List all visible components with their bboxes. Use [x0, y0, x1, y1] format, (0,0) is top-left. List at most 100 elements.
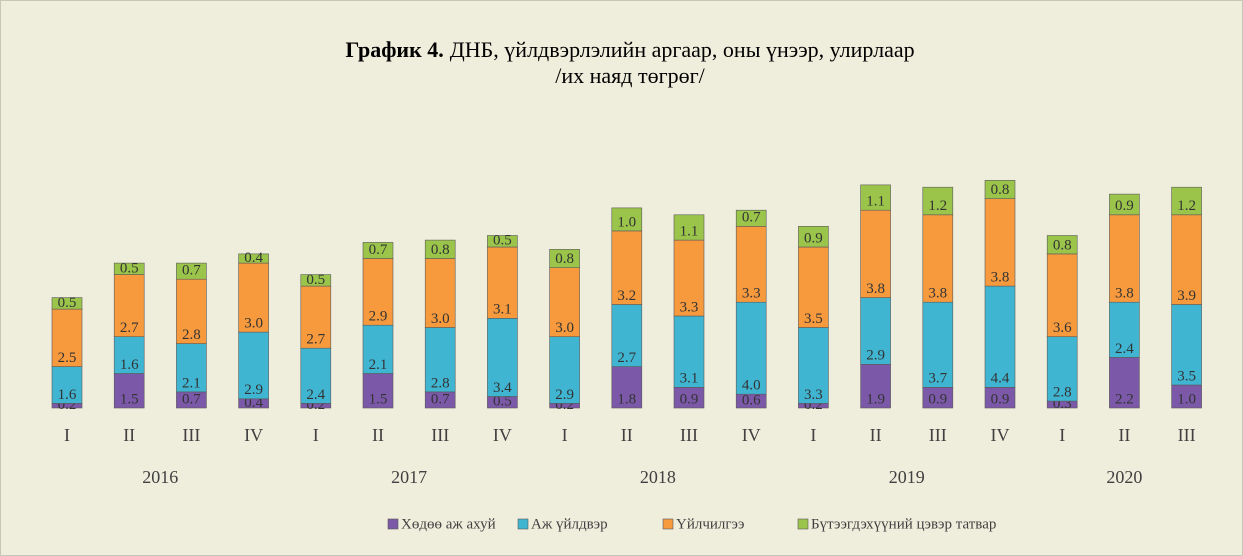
x-tick-label: I [1059, 425, 1065, 445]
data-label: 4.4 [991, 371, 1010, 387]
data-label: 0.9 [928, 391, 947, 407]
data-label: 0.5 [58, 295, 77, 311]
bar-segment [860, 184, 891, 211]
bar-segment [51, 308, 83, 367]
bar-segment [860, 209, 891, 298]
bar-segment [1046, 336, 1078, 402]
bar-segment [362, 324, 394, 374]
data-label: 3.6 [1053, 320, 1072, 336]
bar-segment [113, 262, 145, 275]
data-label: 2.7 [120, 320, 139, 336]
x-group-label: 2016 [142, 467, 178, 487]
data-label: 1.0 [617, 214, 636, 230]
data-label: 1.0 [1177, 391, 1196, 407]
data-label: 0.8 [431, 242, 450, 258]
bar-segment [487, 317, 518, 397]
data-label: 0.6 [742, 393, 761, 409]
bar-segment [673, 214, 705, 241]
x-group-label: 2020 [1106, 467, 1142, 487]
data-label: 2.2 [1115, 391, 1134, 407]
bar-segment [51, 297, 83, 310]
data-label: 2.9 [555, 387, 574, 403]
bar-segment [611, 230, 643, 305]
bar-segment [984, 198, 1016, 287]
data-label: 3.3 [804, 387, 823, 403]
bar-segment [1046, 235, 1078, 255]
x-tick-label: IV [742, 425, 761, 445]
data-label: 0.5 [493, 394, 512, 410]
bar-segment [362, 258, 394, 326]
bar-segment [549, 336, 580, 404]
data-label: 2.5 [58, 350, 77, 366]
data-label: 2.9 [244, 382, 263, 398]
data-label: 3.4 [493, 380, 512, 396]
data-label: 0.9 [680, 391, 699, 407]
x-group-label: 2019 [889, 467, 925, 487]
bar-segment [798, 327, 829, 404]
data-label: 2.4 [1115, 341, 1134, 357]
data-label: 3.9 [1177, 288, 1196, 304]
title-prefix: График 4. [345, 37, 443, 62]
bar-segment [1109, 357, 1140, 409]
data-label: 1.6 [120, 357, 139, 373]
data-label: 2.7 [306, 332, 325, 348]
bar-segment [549, 267, 580, 338]
bar-segment [984, 180, 1016, 200]
bar-segment [238, 253, 269, 264]
bar-segment [424, 327, 456, 393]
data-label: 2.8 [1053, 385, 1072, 401]
legend-swatch [517, 518, 529, 530]
data-label: 0.9 [1115, 198, 1134, 214]
data-label: 0.8 [1053, 237, 1072, 253]
bar-segment [735, 301, 767, 395]
bar-segment [673, 239, 705, 317]
bar-segment [1109, 214, 1140, 303]
data-label: 1.1 [866, 194, 885, 210]
data-label: 2.7 [617, 350, 636, 366]
x-tick-label: I [562, 425, 568, 445]
data-label: 3.8 [991, 270, 1010, 286]
data-label: 1.1 [680, 224, 699, 240]
bar-segment [673, 315, 705, 388]
legend-swatch [662, 518, 674, 530]
bar-segment [922, 214, 954, 303]
bar-segment [176, 343, 207, 393]
data-label: 0.7 [369, 242, 388, 258]
data-label: 0.9 [991, 391, 1010, 407]
x-tick-label: IV [991, 425, 1010, 445]
data-label: 4.0 [742, 378, 761, 394]
data-label: 2.1 [182, 375, 201, 391]
bar-segment [1046, 253, 1078, 337]
bar-segment [424, 239, 456, 259]
data-label: 3.5 [804, 311, 823, 327]
bar-segment [735, 226, 767, 303]
data-label: 1.2 [928, 198, 947, 214]
bar-segment [176, 278, 207, 344]
x-tick-label: III [1178, 425, 1196, 445]
legend-label: Үйлчилгээ [676, 516, 744, 532]
bar-segment [1109, 301, 1140, 358]
bar-segment [176, 262, 207, 280]
bar-segment [798, 246, 829, 328]
x-tick-label: II [123, 425, 135, 445]
chart-title: График 4. ДНБ, үйлдвэрлэлийн аргаар, оны … [345, 37, 914, 62]
bar-segment [922, 186, 954, 216]
data-label: 0.8 [555, 251, 574, 267]
data-label: 1.9 [866, 391, 885, 407]
bar-segment [424, 258, 456, 328]
x-tick-label: IV [493, 425, 512, 445]
x-tick-label: I [64, 425, 70, 445]
x-tick-label: II [372, 425, 384, 445]
data-label: 2.9 [369, 309, 388, 325]
bar-segment [238, 262, 269, 333]
x-tick-label: II [1118, 425, 1130, 445]
bar-segment [487, 246, 518, 319]
legend-swatch [797, 518, 809, 530]
data-label: 0.4 [244, 250, 263, 266]
data-label: 0.5 [493, 233, 512, 249]
data-label: 1.5 [369, 391, 388, 407]
data-label: 0.7 [431, 391, 450, 407]
bar-segment [362, 242, 394, 259]
x-tick-label: I [313, 425, 319, 445]
